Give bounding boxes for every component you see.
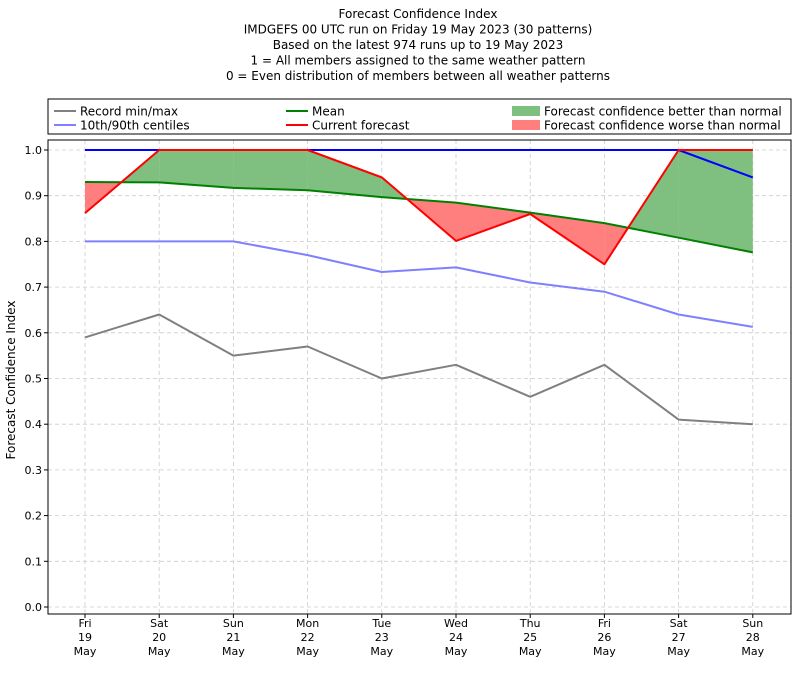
x-tick-label: 19 bbox=[78, 631, 92, 644]
x-tick-label: May bbox=[296, 645, 319, 658]
y-tick-label: 0.0 bbox=[25, 601, 43, 614]
chart-title: Forecast Confidence Index IMDGEFS 00 UTC … bbox=[226, 7, 610, 83]
legend-label: Forecast confidence better than normal bbox=[544, 105, 782, 119]
x-tick-label: Sun bbox=[223, 617, 244, 630]
better-than-normal-area bbox=[628, 150, 679, 238]
legend: Record min/max Mean Forecast confidence be… bbox=[47, 98, 792, 135]
y-axis-label: Forecast Confidence Index bbox=[4, 301, 18, 460]
y-tick-label: 0.8 bbox=[25, 235, 43, 248]
y-tick-label: 0.5 bbox=[25, 373, 43, 386]
legend-frame bbox=[47, 98, 792, 135]
x-tick-label: May bbox=[741, 645, 764, 658]
better-than-normal-area bbox=[233, 150, 308, 191]
title-line: 0 = Even distribution of members between… bbox=[226, 69, 610, 83]
x-tick-label: Sat bbox=[150, 617, 169, 630]
y-axis: 0.0 0.1 0.2 0.3 0.4 0.5 0.6 0.7 0.8 0.9 1.0 bbox=[25, 144, 48, 614]
better-than-normal-area bbox=[159, 150, 234, 188]
x-tick-label: 25 bbox=[523, 631, 537, 644]
better-than-normal-area bbox=[678, 150, 753, 253]
series-line-mean bbox=[84, 181, 753, 254]
x-tick-label: 27 bbox=[672, 631, 686, 644]
x-tick-label: Fri bbox=[78, 617, 91, 630]
x-tick-label: May bbox=[445, 645, 468, 658]
x-tick-label: Sat bbox=[670, 617, 689, 630]
y-tick-label: 0.1 bbox=[25, 555, 43, 568]
x-tick-label: 24 bbox=[449, 631, 463, 644]
legend-label: 10th/90th centiles bbox=[80, 119, 190, 133]
y-tick-label: 0.4 bbox=[25, 418, 43, 431]
y-tick-label: 0.2 bbox=[25, 510, 43, 523]
x-axis: Fri19MaySat20MaySun21MayMon22MayTue23May… bbox=[74, 614, 765, 658]
x-tick-label: Tue bbox=[371, 617, 391, 630]
x-tick-label: Fri bbox=[598, 617, 611, 630]
x-tick-label: Mon bbox=[296, 617, 319, 630]
x-tick-label: Thu bbox=[519, 617, 541, 630]
legend-label: Mean bbox=[312, 105, 345, 119]
x-tick-label: Sun bbox=[742, 617, 763, 630]
legend-patch-swatch bbox=[512, 120, 540, 130]
y-tick-label: 0.6 bbox=[25, 327, 43, 340]
legend-label: Record min/max bbox=[80, 105, 178, 119]
x-tick-label: May bbox=[667, 645, 690, 658]
series-line-p10 bbox=[85, 240, 753, 328]
series-line-current bbox=[84, 149, 753, 266]
legend-patch-swatch bbox=[512, 106, 540, 116]
x-tick-label: 26 bbox=[597, 631, 611, 644]
x-tick-label: May bbox=[74, 645, 97, 658]
worse-than-normal-area bbox=[456, 202, 531, 241]
confidence-fill bbox=[85, 150, 753, 265]
x-tick-label: 20 bbox=[152, 631, 166, 644]
series-line-record-min bbox=[84, 313, 753, 426]
legend-label: Forecast confidence worse than normal bbox=[544, 119, 781, 133]
title-line: 1 = All members assigned to the same wea… bbox=[251, 54, 586, 68]
title-line: IMDGEFS 00 UTC run on Friday 19 May 2023… bbox=[244, 23, 593, 37]
x-tick-label: May bbox=[519, 645, 542, 658]
y-tick-label: 0.7 bbox=[25, 281, 43, 294]
legend-label: Current forecast bbox=[312, 119, 410, 133]
x-tick-label: 23 bbox=[375, 631, 389, 644]
series-lines bbox=[84, 149, 754, 426]
x-tick-label: May bbox=[370, 645, 393, 658]
title-line: Forecast Confidence Index bbox=[339, 7, 498, 21]
y-tick-label: 0.3 bbox=[25, 464, 43, 477]
x-tick-label: 21 bbox=[226, 631, 240, 644]
better-than-normal-area bbox=[307, 150, 382, 198]
x-tick-label: May bbox=[593, 645, 616, 658]
y-tick-label: 1.0 bbox=[25, 144, 43, 157]
title-line: Based on the latest 974 runs up to 19 Ma… bbox=[273, 38, 564, 52]
plot-frame bbox=[47, 139, 792, 615]
y-tick-label: 0.9 bbox=[25, 190, 43, 203]
x-tick-label: 22 bbox=[301, 631, 315, 644]
x-tick-label: May bbox=[222, 645, 245, 658]
x-tick-label: May bbox=[148, 645, 171, 658]
x-tick-label: Wed bbox=[444, 617, 468, 630]
x-tick-label: 28 bbox=[746, 631, 760, 644]
